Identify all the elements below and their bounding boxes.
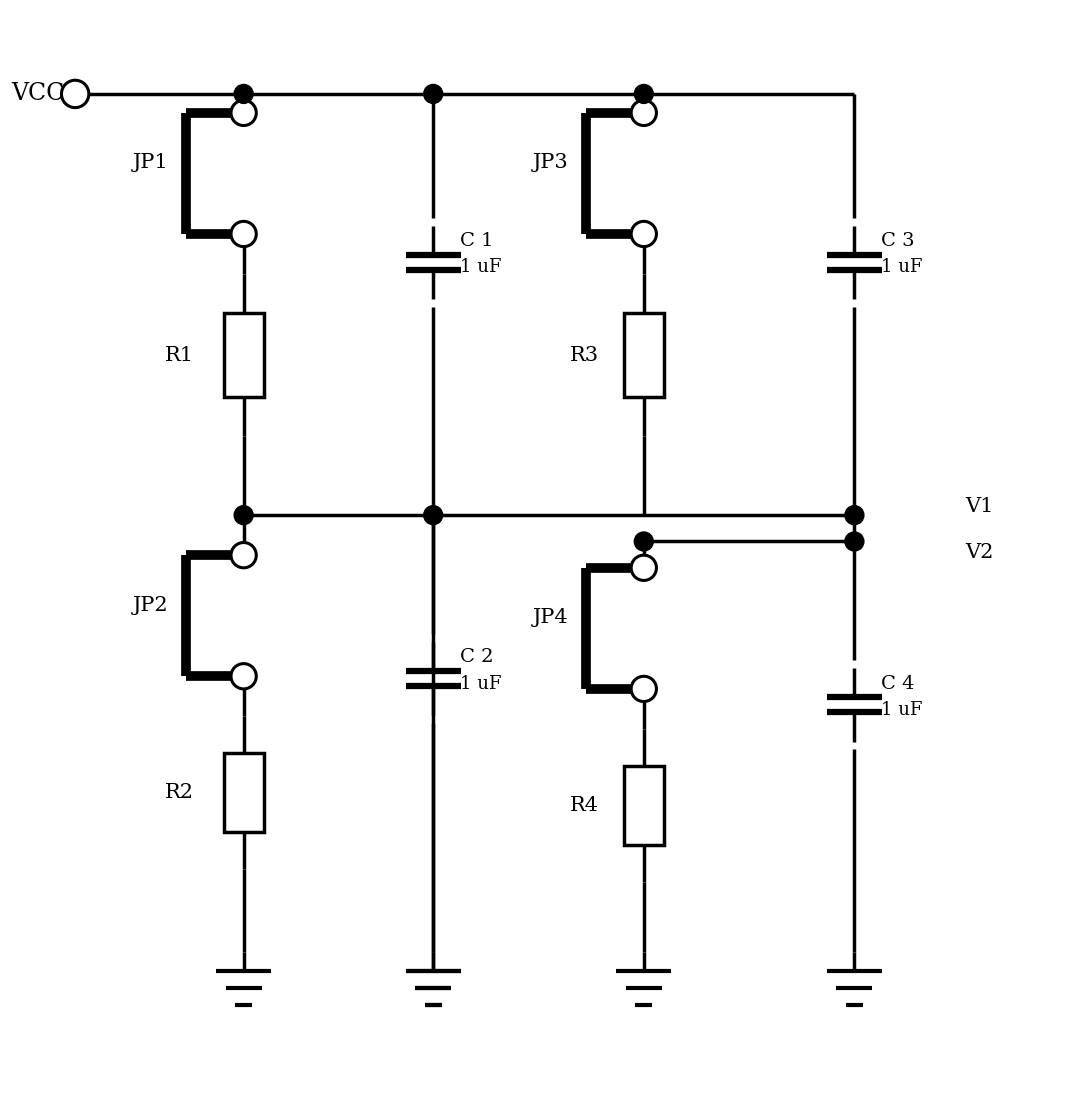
Circle shape [424, 506, 443, 524]
Circle shape [231, 542, 257, 567]
Circle shape [845, 532, 864, 551]
Text: JP2: JP2 [133, 596, 168, 615]
Bar [224, 753, 264, 832]
Circle shape [635, 85, 653, 104]
Circle shape [632, 677, 656, 701]
Text: C 1: C 1 [459, 232, 493, 251]
Text: R3: R3 [570, 346, 600, 364]
Text: 1 uF: 1 uF [459, 675, 501, 692]
Text: V1: V1 [965, 497, 994, 517]
Text: R2: R2 [165, 783, 194, 803]
Text: C 3: C 3 [881, 232, 915, 251]
Text: C 2: C 2 [459, 648, 493, 667]
Bar [224, 312, 264, 397]
Circle shape [231, 100, 257, 126]
Circle shape [424, 85, 443, 104]
Text: JP4: JP4 [534, 608, 569, 627]
Circle shape [632, 555, 656, 581]
Circle shape [62, 81, 88, 107]
Text: C 4: C 4 [881, 675, 914, 692]
Circle shape [234, 506, 253, 524]
Circle shape [635, 532, 653, 551]
Bar [624, 765, 663, 845]
Bar [624, 312, 663, 397]
Circle shape [231, 222, 257, 246]
Circle shape [231, 664, 257, 689]
Text: 1 uF: 1 uF [881, 701, 922, 719]
Text: JP1: JP1 [133, 153, 169, 172]
Text: R4: R4 [570, 796, 600, 815]
Circle shape [632, 100, 656, 126]
Circle shape [234, 85, 253, 104]
Text: V2: V2 [965, 542, 994, 562]
Text: 1 uF: 1 uF [881, 257, 922, 276]
Text: R1: R1 [165, 346, 194, 364]
Text: JP3: JP3 [534, 153, 569, 172]
Text: 1 uF: 1 uF [459, 257, 501, 276]
Circle shape [632, 222, 656, 246]
Circle shape [845, 506, 864, 524]
Text: VCC: VCC [12, 83, 65, 106]
